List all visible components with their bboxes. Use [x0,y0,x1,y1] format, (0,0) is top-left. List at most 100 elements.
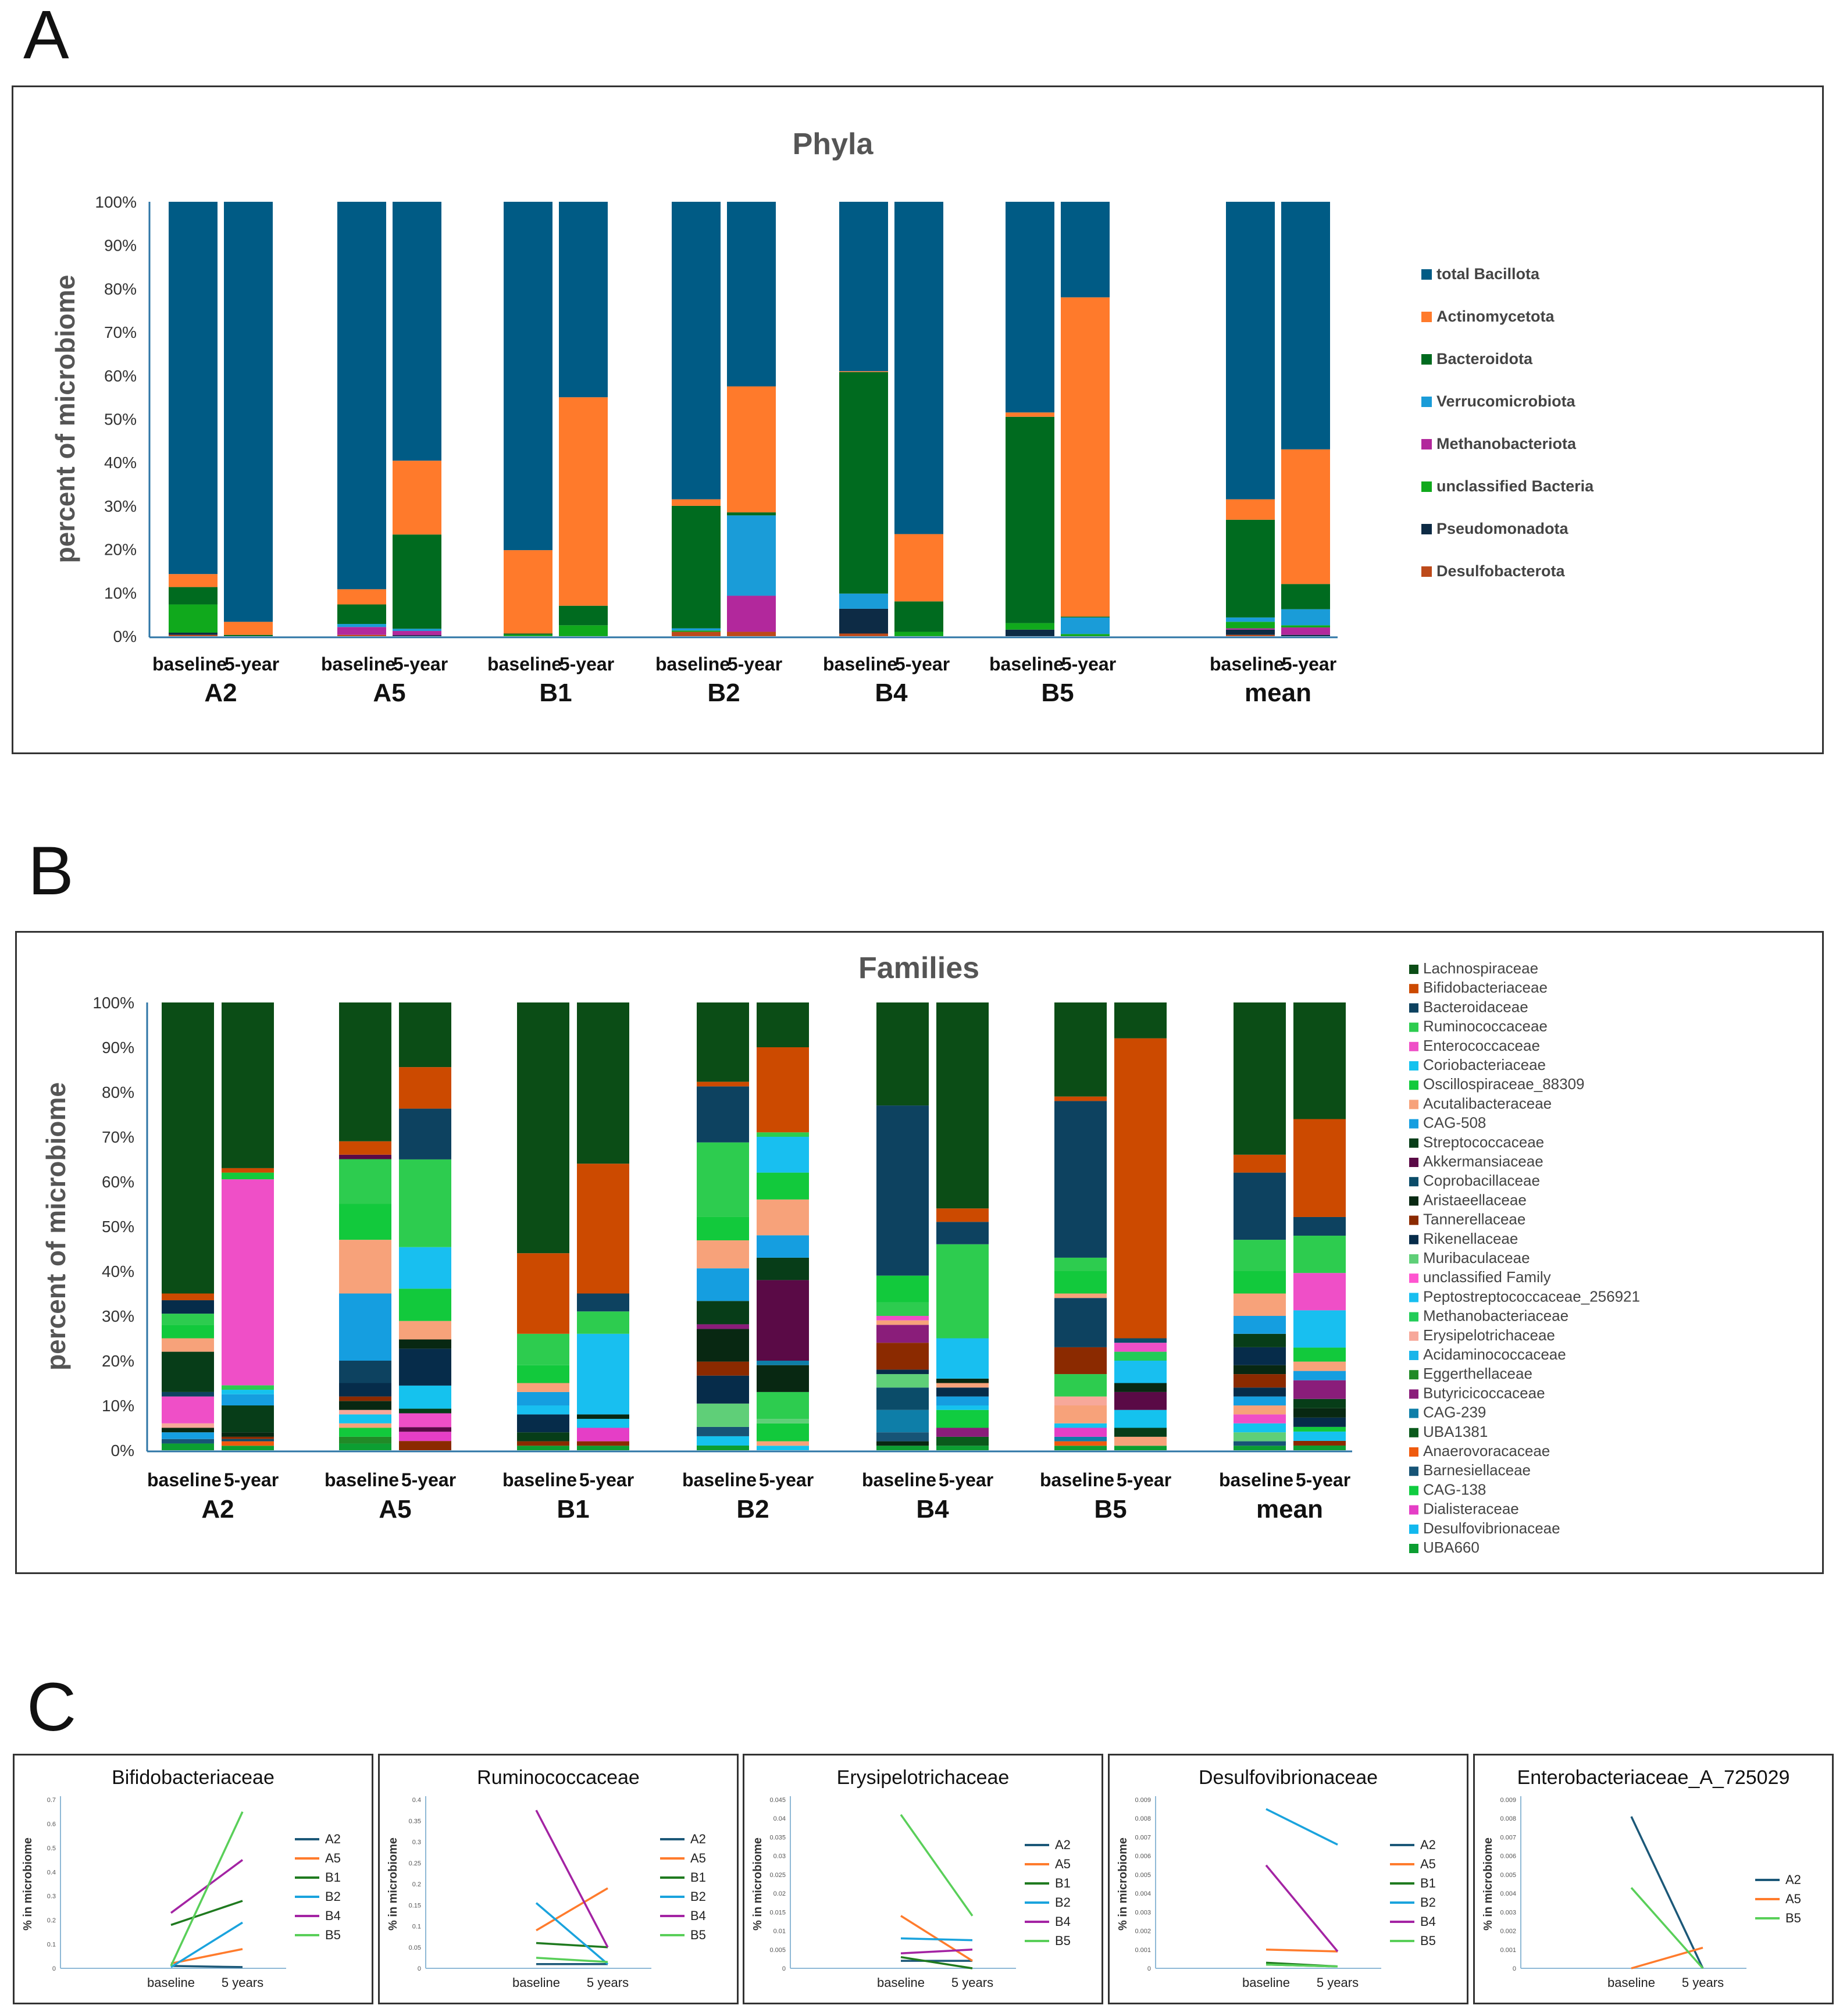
phyla-legend-label-desulfobacterota: Desulfobacterota [1436,562,1566,580]
phyla-bar-b1-5-year-bacteroidota-5 [559,605,608,626]
families-legend-swatch-rikenellaceae [1409,1234,1418,1244]
families-bar-b1-baseline-bifidobacteriaceae-9 [517,1253,569,1334]
phyla-y-tick-2: 20% [104,541,137,559]
c5-y-tick-5: 0.005 [1500,1872,1516,1879]
families-legend-swatch-bifidobacteriaceae [1409,984,1418,994]
families-bar-label-mean-5-year: 5-year [1296,1469,1350,1490]
families-bar-a5-5-year-bifidobacteriaceae-13 [399,1067,451,1109]
panel-label-b: B [28,833,74,909]
c4-y-tick-6: 0.006 [1135,1853,1151,1860]
families-bar-b1-baseline-lachnospiraceae-10 [517,1002,569,1254]
c5-legend-label-a2: A2 [1785,1872,1801,1887]
families-y-tick-2: 20% [102,1352,134,1370]
families-bar-b2-5-year-streptococcaceae-8 [757,1257,809,1280]
families-legend-label-akkermansiaceae: Akkermansiaceae [1423,1152,1543,1170]
families-bar-b4-baseline-bacteroidaceae-13 [876,1105,929,1276]
families-bar-mean-5-year-aristaeellaceae-5 [1293,1408,1346,1418]
c1-legend-label-b4: B4 [325,1908,341,1923]
phyla-bar-label-a5-5-year: 5-year [393,654,448,675]
families-bar-b2-baseline-bacteroidaceae-13 [697,1086,749,1143]
c3-y-tick-6: 0.03 [773,1853,786,1860]
families-bar-b2-baseline-cag-508-9 [697,1268,749,1301]
families-group-label-mean: mean [1256,1495,1323,1523]
phyla-group-label-a5: A5 [373,679,405,707]
c5-title: Enterobacteriaceae_A_725029 [1517,1767,1790,1789]
panel-label-c: C [27,1669,77,1746]
c3-series-line-b5 [900,1814,974,1917]
families-bar-b1-5-year-peptostreptococcaceae-256921-5 [577,1333,629,1415]
families-bar-b2-baseline-tannerellaceae-5 [697,1361,749,1376]
c4-series-line-a5 [1265,1949,1338,1953]
families-bar-a2-5-year-ruminococcaceae-8 [222,1385,274,1390]
families-bar-a2-5-year-tannerellaceae-3 [222,1436,274,1439]
families-bar-a2-baseline-uba660-0 [162,1443,214,1450]
families-bar-b4-5-year-aristaeellaceae-8 [936,1378,989,1383]
line-chart-frame-2 [378,1754,739,2004]
c4-y-tick-7: 0.007 [1135,1834,1151,1841]
families-legend-swatch-akkermansiaceae [1409,1158,1418,1167]
families-bar-a5-5-year-tannerellaceae-0 [399,1441,451,1450]
families-bar-a2-baseline-aristaeellaceae-3 [162,1428,214,1433]
families-bar-b1-baseline-streptococcaceae-2 [517,1432,569,1441]
families-bar-b4-5-year-butyricicoccaceae-2 [936,1428,989,1437]
phyla-bar-mean-5-year-actinomycetota-6 [1281,449,1330,584]
families-bar-label-b5-5-year: 5-year [1117,1469,1171,1490]
c3-y-tick-8: 0.04 [773,1815,786,1822]
c4-x-tick-5-years: 5 years [1317,1975,1359,1990]
families-bar-mean-5-year-enterococcaceae-12 [1293,1273,1346,1311]
families-bar-b4-5-year-ruminococcaceae-10 [936,1244,989,1339]
phyla-bar-a2-baseline-unclassified-bacteria-3 [169,604,218,633]
phyla-bar-b1-baseline-bacteroidota-5 [504,633,552,635]
families-bar-b1-5-year-coriobacteriaceae-3 [577,1419,629,1428]
families-bar-b5-baseline-dialisteraceae-3 [1054,1428,1107,1437]
c3-y-tick-7: 0.035 [769,1834,786,1841]
families-bar-mean-baseline-enterococcaceae-4 [1234,1414,1286,1423]
families-bar-a2-5-year-bifidobacteriaceae-11 [222,1168,274,1173]
phyla-bar-b4-baseline-pseudomonadota-1 [839,608,888,634]
families-legend-label-desulfovibrionaceae: Desulfovibrionaceae [1423,1519,1560,1537]
families-legend-label-coprobacillaceae: Coprobacillaceae [1423,1172,1540,1189]
phyla-bar-b2-5-year-verrucomicrobiota-4 [727,515,776,596]
phyla-y-tick-3: 30% [104,497,137,515]
families-legend-swatch-streptococcaceae [1409,1138,1418,1148]
c3-legend-label-a2: A2 [1055,1837,1071,1852]
phyla-bar-label-b5-5-year: 5-year [1061,654,1116,675]
phyla-bar-mean-baseline-desulfobacterota-0 [1226,634,1275,636]
c3-legend-label-b4: B4 [1055,1914,1071,1929]
families-legend-swatch-eggerthellaceae [1409,1370,1418,1380]
families-bar-label-b4-baseline: baseline [862,1469,936,1490]
families-title: Families [858,951,979,985]
phyla-y-tick-0: 0% [113,627,137,645]
families-bar-label-b2-5-year: 5-year [759,1469,814,1490]
families-group-label-b2: B2 [736,1495,769,1523]
families-bar-b2-5-year-lachnospiraceae-15 [757,1002,809,1047]
families-bar-mean-5-year-rikenellaceae-4 [1293,1417,1346,1427]
c1-series-line-b5 [170,1811,244,1967]
families-legend-swatch-cag-239 [1409,1408,1418,1418]
phyla-legend-swatch-actinomycetota [1421,312,1432,322]
families-legend-label-bifidobacteriaceae: Bifidobacteriaceae [1423,979,1548,996]
phyla-bar-b2-baseline-verrucomicrobiota-4 [672,628,721,631]
families-legend-swatch-uba1381 [1409,1428,1418,1437]
families-y-tick-0: 0% [111,1441,134,1460]
phyla-bar-label-b4-baseline: baseline [823,654,897,675]
families-bar-mean-baseline-coriobacteriaceae-3 [1234,1423,1286,1433]
phyla-bar-b2-5-year-actinomycetota-6 [727,386,776,513]
phyla-bar-b1-5-year-unclassified-bacteria-3 [559,625,608,636]
families-bar-b4-baseline-oscillospiraceae-88309-12 [876,1275,929,1303]
phyla-bar-mean-5-year-bacteroidota-5 [1281,584,1330,609]
c4-y-tick-8: 0.008 [1135,1815,1151,1822]
families-legend-label-acidaminococcaceae: Acidaminococcaceae [1423,1346,1566,1363]
phyla-bar-a5-baseline-bacteroidota-5 [337,604,386,625]
families-bar-mean-5-year-oscillospiraceae-88309-10 [1293,1347,1346,1362]
families-bar-a2-baseline-ruminococcaceae-10 [162,1314,214,1325]
phyla-bar-b1-baseline-unclassified-bacteria-3 [504,634,552,636]
families-group-label-a5: A5 [379,1495,411,1523]
families-legend-swatch-ruminococcaceae [1409,1022,1418,1032]
families-y-tick-4: 40% [102,1262,134,1280]
families-legend-label-lachnospiraceae: Lachnospiraceae [1423,959,1538,977]
phyla-y-tick-9: 90% [104,237,137,255]
phyla-bar-b1-baseline-total-bacillota-7 [504,202,552,551]
c5-y-tick-6: 0.006 [1500,1853,1516,1860]
c4-legend-label-b2: B2 [1420,1895,1436,1910]
